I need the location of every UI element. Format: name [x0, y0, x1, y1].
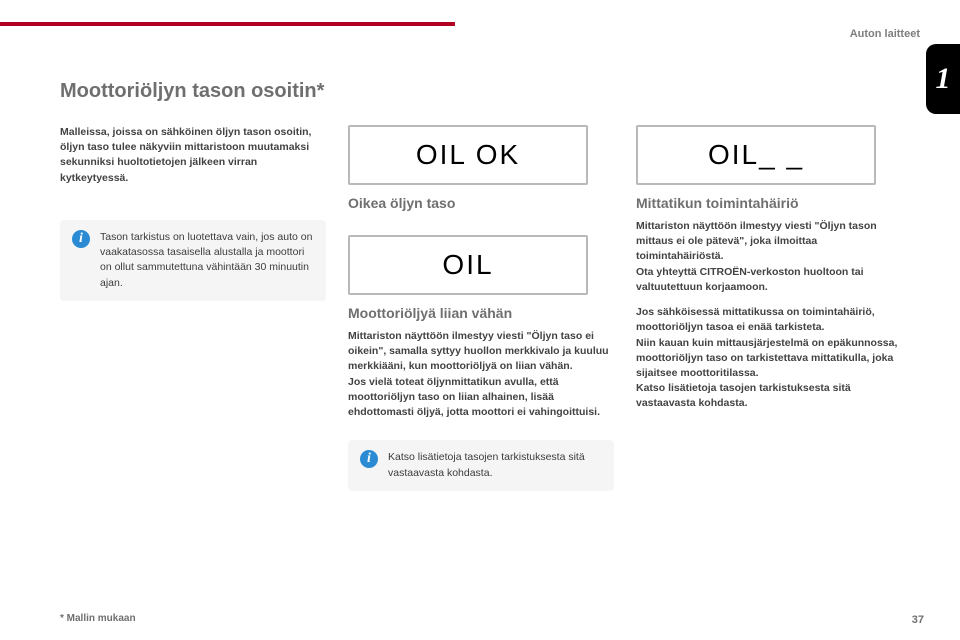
display-oil-ok: OIL OK: [348, 125, 588, 185]
column-right: OIL_ _ Mittatikun toimintahäiriö Mittari…: [636, 125, 902, 491]
heading-oil-fault: Mittatikun toimintahäiriö: [636, 195, 902, 211]
infobox-check: i Tason tarkistus on luotettava vain, jo…: [60, 220, 326, 301]
infobox-see: i Katso lisätietoja tasojen tarkistukses…: [348, 440, 614, 490]
display-oil-fault: OIL_ _: [636, 125, 876, 185]
infobox-see-text: Katso lisätietoja tasojen tarkistuksesta…: [388, 450, 602, 480]
page-number: 37: [912, 614, 924, 626]
column-middle: OIL OK Oikea öljyn taso OIL Moottoriöljy…: [348, 125, 614, 491]
section-label: Auton laitteet: [850, 28, 920, 40]
display-oil-low: OIL: [348, 235, 588, 295]
body-oil-fault-2: Jos sähköisessä mittatikussa on toiminta…: [636, 305, 902, 412]
heading-oil-low: Moottoriöljyä liian vähän: [348, 305, 614, 321]
column-left: Malleissa, joissa on sähköinen öljyn tas…: [60, 125, 326, 491]
infobox-check-text: Tason tarkistus on luotettava vain, jos …: [100, 230, 314, 291]
body-oil-fault-1: Mittariston näyttöön ilmestyy viesti "Öl…: [636, 219, 902, 295]
content-area: Moottoriöljyn tason osoitin* Malleissa, …: [60, 80, 902, 600]
heading-oil-ok: Oikea öljyn taso: [348, 195, 614, 211]
info-icon: i: [72, 230, 90, 248]
body-oil-low: Mittariston näyttöön ilmestyy viesti "Öl…: [348, 329, 614, 420]
intro-text: Malleissa, joissa on sähköinen öljyn tas…: [60, 125, 326, 186]
info-icon: i: [360, 450, 378, 468]
chapter-tab: 1: [926, 44, 960, 114]
footnote: * Mallin mukaan: [60, 613, 136, 624]
accent-stripe: [0, 22, 455, 26]
page-title: Moottoriöljyn tason osoitin*: [60, 80, 902, 103]
